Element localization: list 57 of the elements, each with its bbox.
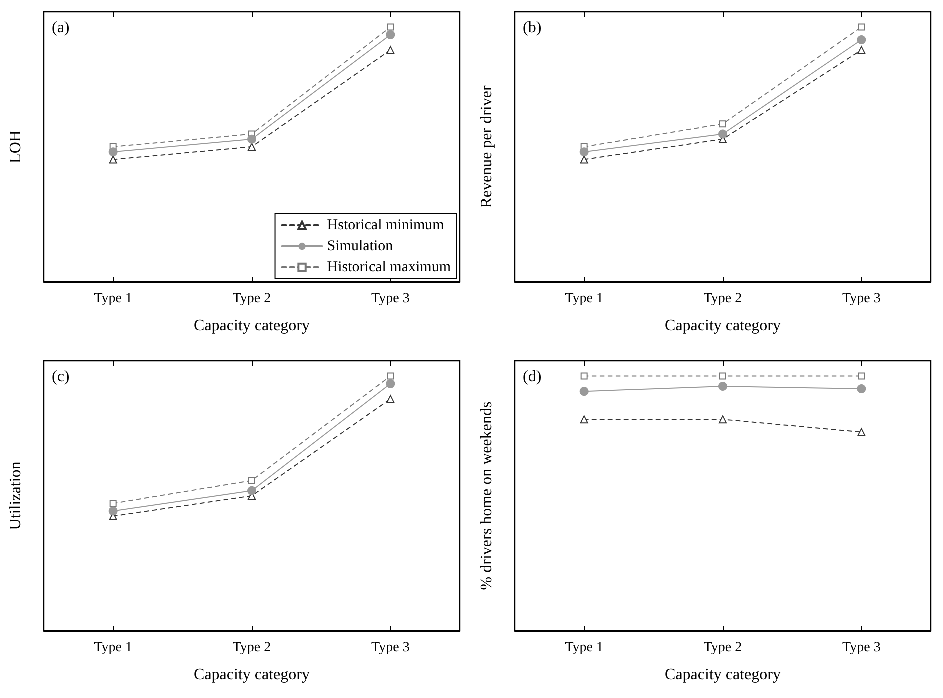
point (580, 372, 588, 380)
x-tick-label: Type 1 (565, 292, 604, 306)
point (580, 416, 588, 424)
y-axis-title: Revenue per driver (478, 85, 496, 208)
x-axis-title: Capacity category (194, 318, 310, 334)
annotation: (b) (523, 20, 542, 36)
legend-label: Historical maximum (327, 260, 452, 276)
point (109, 156, 118, 164)
y-axis-title: % drivers home on weekends (478, 402, 496, 590)
annotation: (c) (52, 368, 70, 386)
y-axis-title: LOH (8, 130, 24, 164)
x-tick-label: Type 2 (704, 292, 742, 306)
point (580, 387, 589, 396)
point (108, 506, 118, 516)
point (248, 486, 256, 496)
point (387, 372, 394, 380)
point (718, 382, 728, 391)
x-axis-title: Capacity category (194, 666, 310, 684)
point (248, 134, 256, 144)
x-tick-label: Type 2 (232, 640, 272, 656)
x-tick-label: Type 3 (372, 640, 410, 656)
point (110, 500, 117, 508)
point (580, 156, 588, 164)
point (720, 120, 726, 128)
x-axis-title: Capacity category (665, 318, 781, 334)
point (858, 372, 866, 380)
x-tick-label: Type 1 (94, 292, 132, 306)
annotation: (a) (52, 20, 70, 36)
point (386, 46, 395, 54)
point (580, 148, 589, 157)
point (108, 148, 118, 157)
point (719, 416, 727, 424)
point (858, 46, 866, 54)
legend-label: Hstorical minimum (327, 218, 445, 234)
x-tick-label: Type 1 (94, 640, 132, 656)
point (857, 36, 866, 45)
point (386, 395, 395, 404)
x-tick-label: Type 1 (565, 640, 604, 656)
point (720, 372, 726, 380)
annotation: (d) (523, 368, 542, 386)
x-tick-label: Type 2 (704, 640, 742, 656)
point (858, 24, 866, 31)
point (857, 384, 866, 394)
x-axis-title: Capacity category (665, 666, 781, 684)
point (386, 30, 396, 40)
point (858, 428, 866, 436)
point (387, 24, 394, 31)
x-tick-label: Type 2 (232, 292, 272, 306)
x-tick-label: Type 3 (842, 640, 881, 656)
point (386, 379, 396, 388)
legend-label: Simulation (327, 238, 394, 254)
point (248, 143, 256, 151)
x-tick-label: Type 3 (372, 292, 410, 306)
x-tick-label: Type 3 (842, 292, 881, 306)
y-axis-title: Utilization (8, 462, 24, 530)
point (248, 477, 256, 484)
point (718, 130, 728, 139)
